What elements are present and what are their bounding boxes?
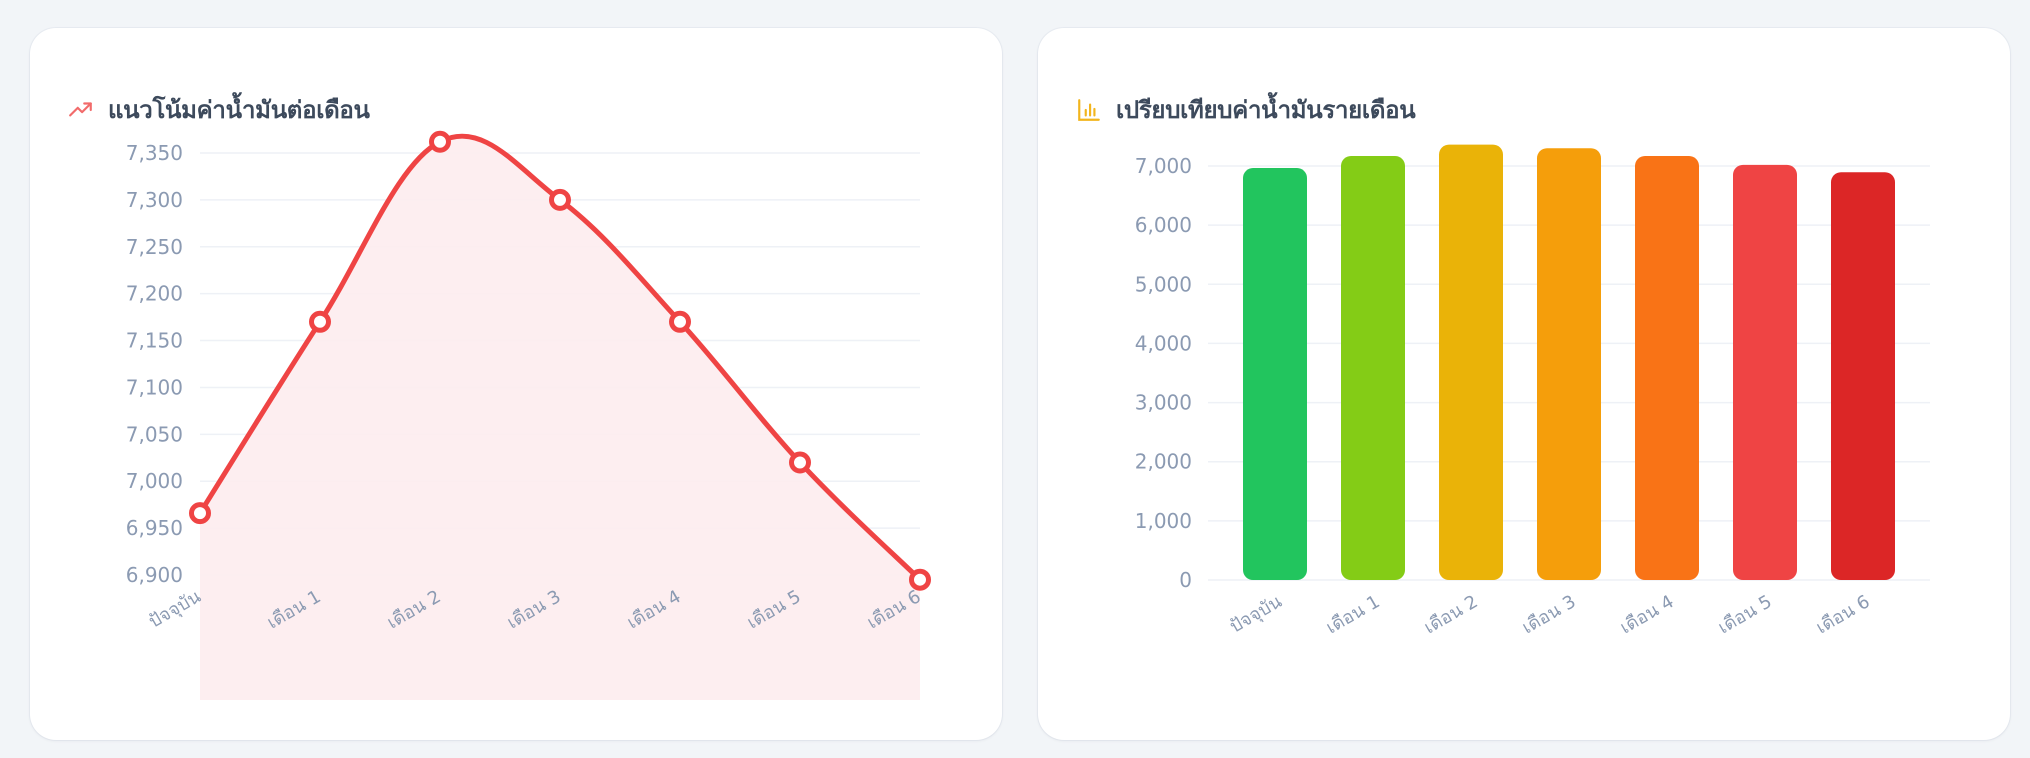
x-axis-tick: เดือน 5 (1715, 591, 1776, 638)
x-axis-tick: เดือน 1 (1323, 591, 1384, 638)
x-axis-tick: เดือน 6 (1813, 591, 1874, 638)
y-axis-tick: 7,100 (126, 375, 183, 399)
y-axis-tick: 0 (1179, 568, 1192, 592)
data-point[interactable] (789, 451, 811, 474)
bar[interactable] (1537, 148, 1601, 580)
y-axis-tick: 3,000 (1135, 391, 1192, 415)
data-point[interactable] (189, 502, 211, 525)
y-axis-tick: 7,350 (126, 141, 183, 165)
y-axis-tick: 5,000 (1135, 272, 1192, 296)
y-axis-tick: 7,050 (126, 422, 183, 446)
data-point[interactable] (669, 310, 691, 333)
area-fill (200, 136, 920, 700)
data-point[interactable] (429, 130, 451, 153)
y-axis-tick: 6,950 (126, 516, 183, 540)
trend-chart-title: แนวโน้มค่าน้ำมันต่อเดือน (108, 96, 370, 124)
trending-up-icon (68, 97, 94, 123)
x-axis-tick: ปัจจุบัน (1226, 591, 1285, 637)
y-axis-tick: 7,150 (126, 329, 183, 353)
compare-chart-title: เปรียบเทียบค่าน้ำมันรายเดือน (1116, 96, 1416, 124)
bar[interactable] (1439, 144, 1503, 581)
y-axis-tick: 6,900 (126, 563, 183, 587)
compare-chart-header: เปรียบเทียบค่าน้ำมันรายเดือน (1076, 90, 1416, 129)
y-axis-tick: 6,000 (1135, 213, 1192, 237)
y-axis-tick: 7,250 (126, 235, 183, 259)
y-axis-tick: 7,300 (126, 188, 183, 212)
bar[interactable] (1341, 155, 1405, 580)
data-point[interactable] (309, 310, 331, 333)
x-axis-tick: เดือน 2 (1421, 591, 1482, 638)
y-axis-tick: 1,000 (1135, 509, 1192, 533)
x-axis-tick: เดือน 4 (1617, 591, 1678, 638)
y-axis-tick: 7,200 (126, 282, 183, 306)
y-axis-tick: 2,000 (1135, 450, 1192, 474)
trend-chart-header: แนวโน้มค่าน้ำมันต่อเดือน (68, 90, 370, 129)
bar-chart-icon (1076, 97, 1102, 123)
y-axis-tick: 7,000 (126, 469, 183, 493)
x-axis-tick: เดือน 3 (1519, 591, 1580, 638)
bar[interactable] (1635, 155, 1699, 580)
y-axis-tick: 4,000 (1135, 331, 1192, 355)
data-point[interactable] (909, 568, 931, 591)
data-point[interactable] (549, 188, 571, 211)
bar[interactable] (1733, 164, 1797, 580)
bar[interactable] (1831, 172, 1895, 580)
bar[interactable] (1243, 168, 1307, 580)
y-axis-tick: 7,000 (1135, 154, 1192, 178)
